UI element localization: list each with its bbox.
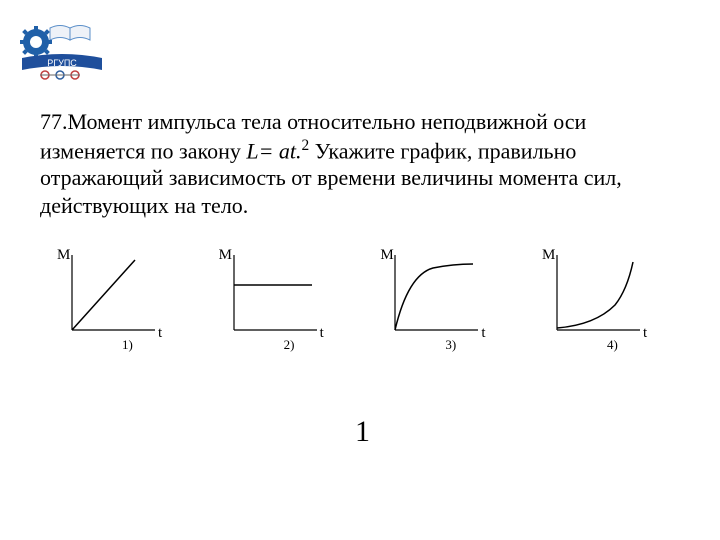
- axis-y-label: M: [542, 247, 555, 264]
- graph-3: M t 3): [373, 250, 528, 370]
- axis-y-label: M: [219, 247, 232, 264]
- graph-2: M t 2): [212, 250, 367, 370]
- graph-number-4: 4): [607, 337, 618, 353]
- graph-number-2: 2): [284, 337, 295, 353]
- axis-y-label: M: [57, 247, 70, 264]
- question-text: 77.Момент импульса тела относительно неп…: [40, 108, 680, 219]
- graphs-row: M t 1) M t 2) M t 3) M: [50, 250, 690, 370]
- axis-x-label: t: [481, 325, 485, 342]
- svg-text:РГУПС: РГУПС: [47, 58, 77, 68]
- question-number: 77.: [40, 109, 68, 134]
- graph-4: M t 4): [535, 250, 690, 370]
- university-logo: РГУПС: [20, 20, 105, 80]
- axis-x-label: t: [643, 325, 647, 342]
- formula: L= at.: [246, 138, 301, 163]
- answer-value: 1: [355, 415, 370, 449]
- axis-y-label: M: [380, 247, 393, 264]
- axis-x-label: t: [320, 325, 324, 342]
- graph-1: M t 1): [50, 250, 205, 370]
- axis-x-label: t: [158, 325, 162, 342]
- graph-number-1: 1): [122, 337, 133, 353]
- graph-number-3: 3): [445, 337, 456, 353]
